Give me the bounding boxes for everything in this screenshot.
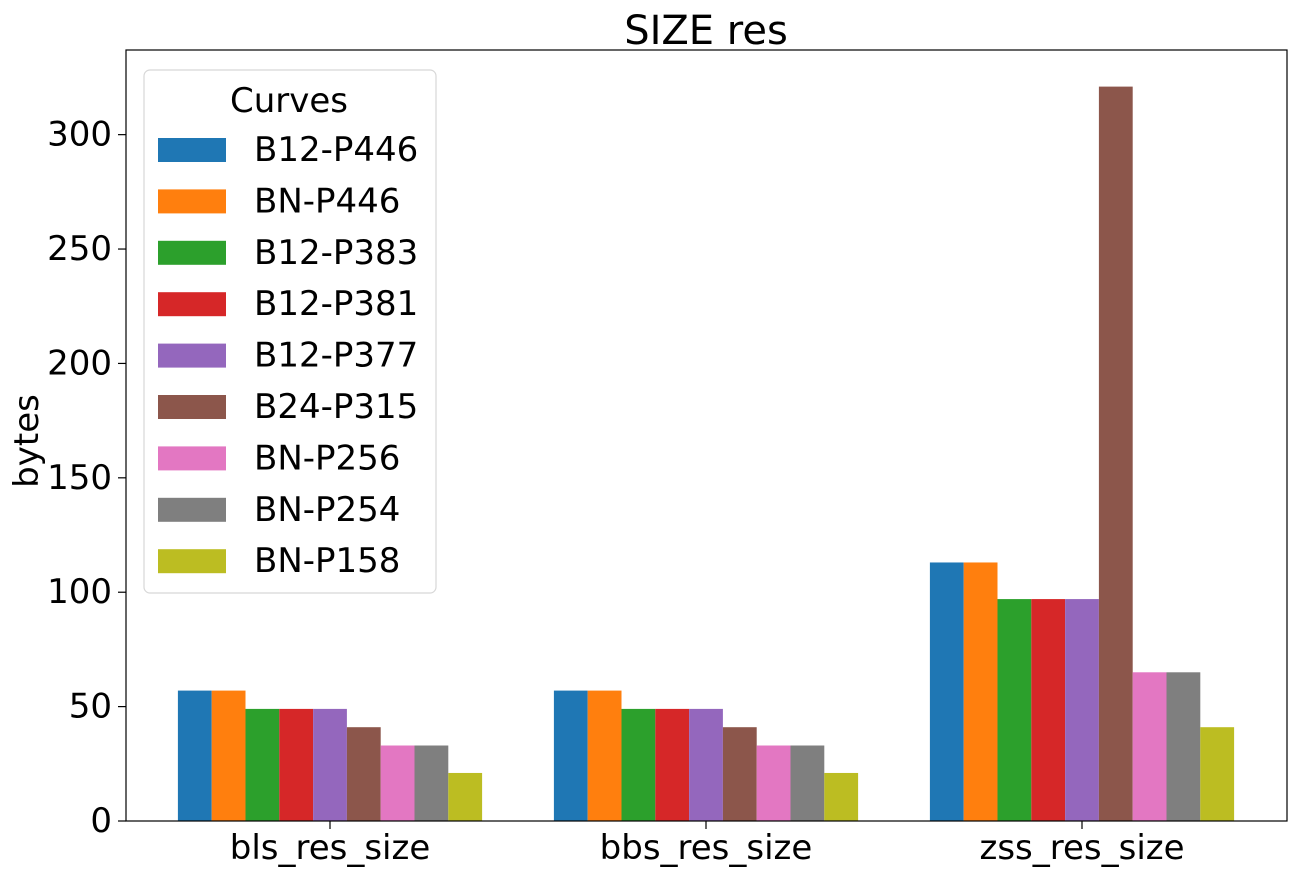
legend-label-bn-p446: BN-P446 [254,181,400,221]
legend-swatch-b24-p315 [158,395,226,419]
y-tick-label-150: 150 [47,458,112,498]
legend-label-b12-p377: B12-P377 [254,336,418,376]
y-tick-label-0: 0 [90,801,112,841]
bar-b12-p383-zss-res-size [997,599,1032,821]
legend-swatch-b12-p383 [158,240,226,265]
bars-layer [177,86,1235,822]
y-tick-label-200: 200 [47,343,112,383]
bar-b24-p315-bbs-res-size [722,727,757,821]
legend-label-bn-p256: BN-P256 [254,438,400,478]
bar-b12-p381-bls-res-size [279,708,314,821]
legend-label-b24-p315: B24-P315 [254,387,418,427]
y-tick-label-50: 50 [69,687,112,727]
legend-swatch-bn-p254 [158,497,226,522]
legend-items: B12-P446 BN-P446 B12-P383 B12-P381 B12-P377 B… [158,130,418,581]
bar-bn-p256-zss-res-size [1132,672,1167,821]
bar-bn-p254-bbs-res-size [790,745,825,821]
bar-bn-p158-zss-res-size [1200,727,1235,821]
y-tick-label-100: 100 [47,572,112,612]
bar-b12-p381-zss-res-size [1031,599,1066,821]
bar-bn-p254-bls-res-size [414,745,449,821]
legend-label-bn-p254: BN-P254 [254,490,400,530]
x-tick-label-bls-res-size: bls_res_size [230,828,431,868]
y-axis-ticks: 0 50 100 150 200 250 300 [47,115,126,841]
bar-bn-p446-zss-res-size [963,562,998,821]
bar-bn-p256-bbs-res-size [756,745,791,821]
legend: Curves B12-P446BN-P446B12-P383B12-P381B1… [143,69,437,594]
plot-frame [125,49,1288,822]
bar-bn-p158-bls-res-size [448,772,483,821]
legend-label-b12-p381: B12-P381 [254,284,418,324]
bar-b12-p377-zss-res-size [1065,599,1099,821]
bar-b12-p446-bls-res-size [177,690,212,821]
legend-swatch-bn-p256 [158,446,226,471]
bar-bn-p158-bbs-res-size [824,772,859,821]
legend-label-b12-p446: B12-P446 [254,130,418,170]
bar-b12-p377-bbs-res-size [689,708,723,821]
legend-swatch-bn-p446 [158,189,226,214]
bar-b12-p377-bls-res-size [313,708,347,821]
bar-b12-p446-bbs-res-size [553,690,588,821]
legend-label-b12-p383: B12-P383 [254,233,418,273]
x-tick-label-bbs-res-size: bbs_res_size [600,828,813,868]
y-axis-label: bytes [7,394,47,488]
x-axis-ticks: bls_res_size bbs_res_size zss_res_size [230,821,1185,868]
legend-title: Curves [230,81,348,121]
bar-bn-p256-bls-res-size [380,745,415,821]
legend-label-bn-p158: BN-P158 [254,541,400,581]
bar-b12-p383-bbs-res-size [621,708,656,821]
bar-bn-p254-zss-res-size [1166,672,1201,821]
bar-b12-p383-bls-res-size [245,708,280,821]
legend-swatch-bn-p158 [158,549,226,574]
chart-title: SIZE res [624,8,788,54]
bar-bn-p446-bbs-res-size [587,690,622,821]
legend-swatch-b12-p381 [158,292,226,317]
x-tick-label-zss-res-size: zss_res_size [979,828,1184,868]
legend-swatch-b12-p377 [158,343,226,368]
bar-b12-p381-bbs-res-size [655,708,690,821]
y-tick-label-250: 250 [47,229,112,269]
legend-swatch-b12-p446 [158,138,226,162]
y-tick-label-300: 300 [47,115,112,155]
bar-b24-p315-zss-res-size [1098,86,1133,822]
bar-b12-p446-zss-res-size [929,562,964,821]
bar-bn-p446-bls-res-size [211,690,246,821]
bar-b24-p315-bls-res-size [346,727,381,821]
